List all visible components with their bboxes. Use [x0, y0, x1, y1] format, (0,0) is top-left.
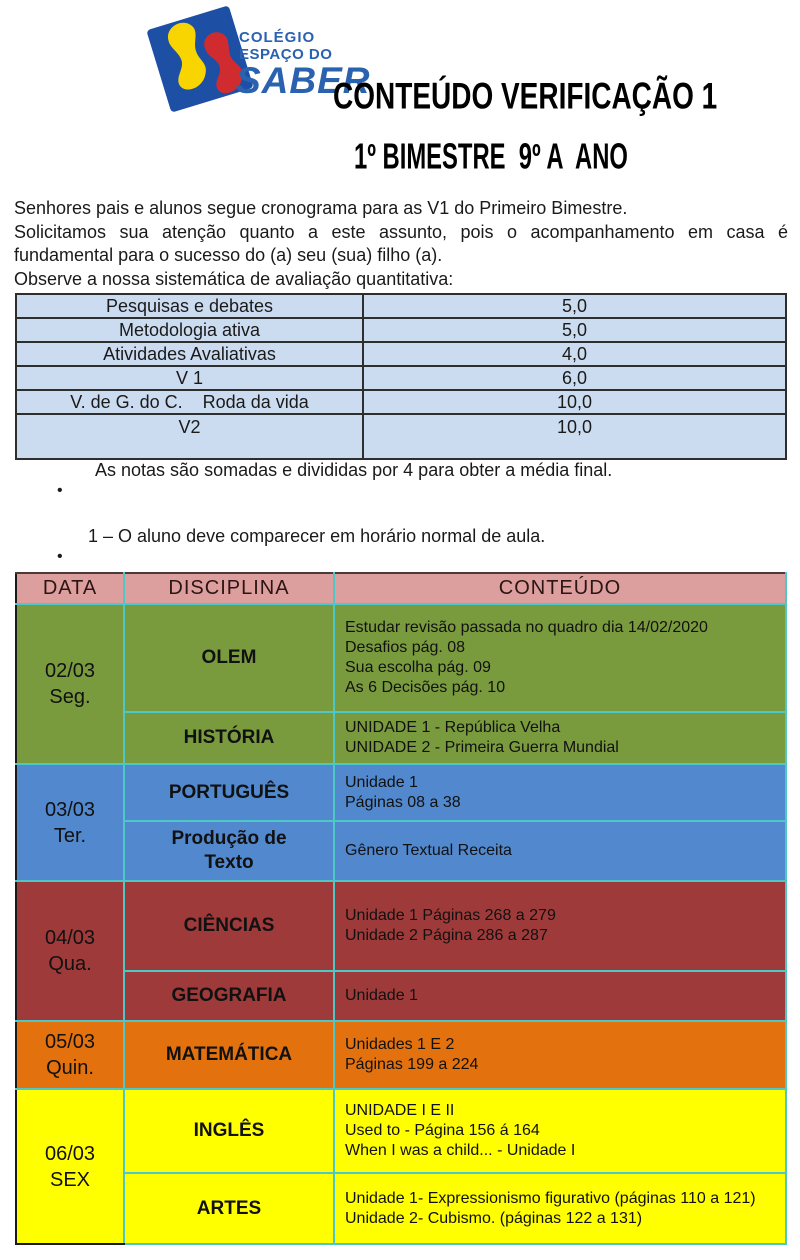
- score-value: 10,0: [362, 413, 787, 460]
- header-cell-data: DATA: [15, 572, 125, 605]
- content-cell: Unidade 1 Páginas 268 a 279 Unidade 2 Pá…: [333, 880, 787, 972]
- schedule-table: DATA DISCIPLINA CONTEÚDO 02/03 Seg. OLEM…: [15, 572, 787, 1245]
- score-label: V2: [15, 413, 364, 460]
- subject-cell: MATEMÁTICA: [123, 1020, 335, 1090]
- logo-mark-icon: [147, 6, 253, 112]
- score-row: Atividades Avaliativas 4,0: [15, 341, 787, 367]
- score-row: V. de G. do C. Roda da vida 10,0: [15, 389, 787, 415]
- score-row: Metodologia ativa 5,0: [15, 317, 787, 343]
- score-value: 10,0: [362, 389, 787, 415]
- intro-paragraph: Senhores pais e alunos segue cronograma …: [14, 197, 788, 291]
- bullet-icon: •: [57, 482, 63, 499]
- bullet-icon: •: [57, 548, 63, 565]
- header-cell-conteudo: CONTEÚDO: [333, 572, 787, 605]
- schedule-header-row: DATA DISCIPLINA CONTEÚDO: [15, 572, 787, 605]
- score-label: V 1: [15, 365, 364, 391]
- subtitle: 1º BIMESTRE 9º A ANO: [354, 136, 628, 177]
- table-row: 03/03 Ter. PORTUGUÊS Unidade 1 Páginas 0…: [15, 763, 787, 882]
- subject-cell: CIÊNCIAS: [123, 880, 335, 972]
- date-cell: 02/03 Seg.: [15, 603, 125, 765]
- subject-cell: ARTES: [123, 1172, 335, 1245]
- content-cell: Gênero Textual Receita: [333, 820, 787, 882]
- table-row: 05/03 Quin. MATEMÁTICA Unidades 1 E 2 Pá…: [15, 1020, 787, 1090]
- bullet-item: • 1 – O aluno deve comparecer em horário…: [14, 481, 788, 547]
- intro-line: fundamental para o sucesso do (a) seu (s…: [14, 245, 443, 265]
- content-cell: Unidade 1 Páginas 08 a 38: [333, 763, 787, 822]
- logo-text-colegio: COLÉGIO: [239, 29, 316, 46]
- score-value: 5,0: [362, 293, 787, 319]
- date-cell: 03/03 Ter.: [15, 763, 125, 882]
- date-cell: 06/03 SEX: [15, 1088, 125, 1245]
- score-value: 4,0: [362, 341, 787, 367]
- intro-line: Senhores pais e alunos segue cronograma …: [14, 198, 628, 218]
- note-line: As notas são somadas e divididas por 4 p…: [95, 460, 613, 480]
- school-logo: COLÉGIO ESPAÇO DO SABER: [143, 6, 370, 121]
- score-label: Atividades Avaliativas: [15, 341, 364, 367]
- subject-cell: OLEM: [123, 603, 335, 713]
- subject-cell: PORTUGUÊS: [123, 763, 335, 822]
- score-label: Metodologia ativa: [15, 317, 364, 343]
- content-cell: UNIDADE I E II Used to - Página 156 á 16…: [333, 1088, 787, 1174]
- table-row: 04/03 Qua. CIÊNCIAS Unidade 1 Páginas 26…: [15, 880, 787, 1022]
- date-cell: 04/03 Qua.: [15, 880, 125, 1022]
- intro-line: Observe a nossa sistemática de avaliação…: [14, 268, 454, 289]
- logo-text-saber: SABER: [236, 60, 371, 101]
- score-row: Pesquisas e debates 5,0: [15, 293, 787, 319]
- subject-cell: INGLÊS: [123, 1088, 335, 1174]
- bullet-text: 1 – O aluno deve comparecer em horário n…: [88, 526, 546, 546]
- score-value: 5,0: [362, 317, 787, 343]
- score-row: V 1 6,0: [15, 365, 787, 391]
- intro-line: Solicitamos sua atenção quanto a este as…: [14, 221, 788, 242]
- table-row: HISTÓRIA UNIDADE 1 - República Velha UNI…: [16, 711, 787, 765]
- score-value: 6,0: [362, 365, 787, 391]
- subject-cell: Produção de Texto: [123, 820, 335, 882]
- content-cell: Estudar revisão passada no quadro dia 14…: [333, 603, 787, 713]
- content-cell: UNIDADE 1 - República Velha UNIDADE 2 - …: [333, 711, 787, 765]
- score-table: Pesquisas e debates 5,0 Metodologia ativ…: [15, 293, 787, 460]
- table-row: 06/03 SEX INGLÊS UNIDADE I E II Used to …: [15, 1088, 787, 1245]
- score-row: V2 10,0: [15, 413, 787, 460]
- main-title: CONTEÚDO VERIFICAÇÃO 1: [333, 75, 718, 117]
- table-row: 02/03 Seg. OLEM Estudar revisão passada …: [15, 603, 787, 765]
- logo-text-espaco-do: ESPAÇO DO: [239, 46, 333, 63]
- date-cell: 05/03 Quin.: [15, 1020, 125, 1090]
- content-cell: Unidade 1- Expressionismo figurativo (pá…: [333, 1172, 787, 1245]
- header-cell-disciplina: DISCIPLINA: [123, 572, 335, 605]
- score-label: Pesquisas e debates: [15, 293, 364, 319]
- table-row: ARTES Unidade 1- Expressionismo figurati…: [16, 1172, 787, 1245]
- content-cell: Unidade 1: [333, 970, 787, 1022]
- subject-cell: GEOGRAFIA: [123, 970, 335, 1022]
- content-cell: Unidades 1 E 2 Páginas 199 a 224: [333, 1020, 787, 1090]
- score-label: V. de G. do C. Roda da vida: [15, 389, 364, 415]
- table-row: Produção de Texto Gênero Textual Receita: [16, 820, 787, 882]
- subject-cell: HISTÓRIA: [123, 711, 335, 765]
- table-row: GEOGRAFIA Unidade 1: [16, 970, 787, 1022]
